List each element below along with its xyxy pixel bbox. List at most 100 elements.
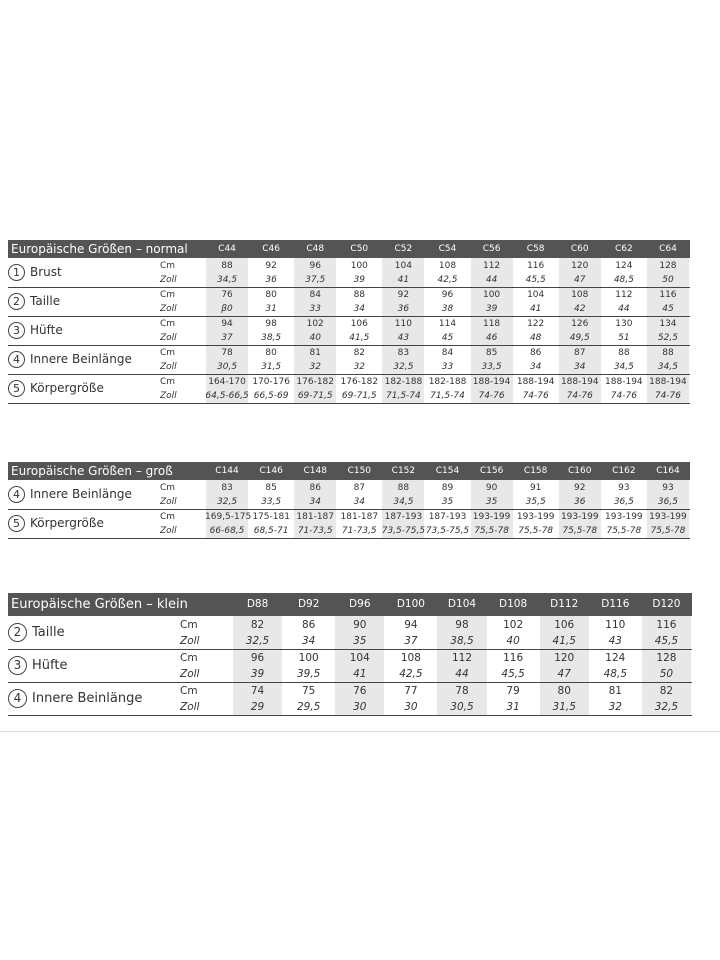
zoll-value: 41 bbox=[529, 303, 542, 314]
column-header: C146 bbox=[259, 466, 283, 476]
zoll-value: 35,5 bbox=[525, 496, 546, 507]
unit-label: Cm bbox=[160, 319, 176, 329]
cm-value: 124 bbox=[605, 652, 626, 664]
zoll-value: 46 bbox=[485, 332, 498, 343]
row-separator bbox=[8, 509, 690, 510]
zoll-value: 36 bbox=[265, 274, 277, 285]
zoll-value: 40 bbox=[506, 634, 520, 647]
column-header: C162 bbox=[612, 466, 636, 476]
cm-value: 102 bbox=[503, 619, 524, 631]
column-header: C52 bbox=[394, 244, 413, 254]
cm-value: 114 bbox=[438, 319, 457, 329]
zoll-value: 30 bbox=[404, 700, 418, 713]
unit-label: Zoll bbox=[160, 525, 177, 536]
zoll-value: 47 bbox=[557, 667, 571, 680]
cm-value: 88 bbox=[397, 483, 410, 493]
zoll-value: 71-73,5 bbox=[297, 525, 333, 536]
column-header: C62 bbox=[614, 244, 633, 254]
column-shade bbox=[294, 258, 337, 403]
cm-value: 76 bbox=[221, 290, 233, 300]
cm-value: 116 bbox=[503, 652, 524, 664]
zoll-value: 36 bbox=[397, 303, 410, 314]
column-header: C48 bbox=[306, 244, 325, 254]
row-number: 2 bbox=[8, 623, 27, 642]
cm-value: 188-194 bbox=[649, 377, 687, 387]
zoll-value: 41,5 bbox=[552, 634, 576, 647]
row-label: Hüfte bbox=[32, 658, 68, 673]
column-shade bbox=[539, 616, 589, 715]
cm-value: 181-187 bbox=[296, 512, 335, 522]
column-header: C156 bbox=[479, 466, 504, 476]
zoll-value: 32 bbox=[309, 361, 321, 372]
row-number: 1 bbox=[8, 264, 25, 281]
zoll-value: 35 bbox=[353, 634, 367, 647]
row-separator bbox=[8, 316, 690, 317]
cm-value: 94 bbox=[404, 619, 418, 631]
zoll-value: 42,5 bbox=[399, 667, 423, 680]
cm-value: 77 bbox=[404, 685, 418, 697]
cm-value: 193-199 bbox=[605, 512, 643, 522]
zoll-value: 34 bbox=[301, 634, 316, 647]
zoll-value: 34 bbox=[309, 496, 321, 507]
unit-label: Cm bbox=[160, 348, 176, 358]
row-label: Körpergröße bbox=[30, 516, 104, 530]
zoll-value: 38,5 bbox=[261, 332, 282, 343]
cm-value: 93 bbox=[662, 483, 674, 493]
row-label: Hüfte bbox=[30, 323, 63, 337]
zoll-value: 74-76 bbox=[522, 390, 549, 401]
cm-value: 86 bbox=[309, 483, 321, 493]
zoll-value: 32,5 bbox=[654, 700, 679, 713]
column-header: C150 bbox=[347, 466, 372, 476]
cm-value: 87 bbox=[353, 483, 366, 493]
cm-value: 112 bbox=[615, 290, 633, 300]
cm-value: 86 bbox=[529, 348, 542, 358]
cm-value: 116 bbox=[527, 261, 545, 271]
zoll-value: 30,5 bbox=[217, 361, 238, 372]
unit-label: Cm bbox=[180, 652, 198, 664]
zoll-value: 39 bbox=[485, 303, 498, 314]
row-label: Körpergröße bbox=[30, 381, 104, 395]
zoll-value: 32 bbox=[353, 361, 366, 372]
zoll-value: 32,5 bbox=[245, 634, 270, 647]
zoll-value: 33,5 bbox=[481, 361, 502, 372]
cm-value: 176-182 bbox=[340, 377, 379, 387]
zoll-value: 41 bbox=[397, 274, 410, 285]
cm-value: 98 bbox=[265, 319, 277, 329]
unit-label: Zoll bbox=[160, 390, 177, 401]
cm-value: 79 bbox=[506, 685, 520, 697]
zoll-value: 71,5-74 bbox=[386, 390, 421, 401]
cm-value: 188-194 bbox=[560, 377, 599, 387]
cm-value: 75 bbox=[301, 685, 316, 697]
cm-value: 86 bbox=[301, 619, 316, 631]
column-header: C164 bbox=[656, 466, 680, 476]
unit-label: Cm bbox=[160, 261, 176, 271]
cm-value: 108 bbox=[400, 652, 421, 664]
zoll-value: 42 bbox=[574, 303, 586, 314]
column-shade bbox=[558, 258, 601, 403]
cm-value: 94 bbox=[221, 319, 233, 329]
zoll-value: 31 bbox=[265, 303, 277, 314]
zoll-value: 74-76 bbox=[610, 390, 637, 401]
column-shade bbox=[641, 616, 691, 715]
cm-value: 88 bbox=[618, 348, 630, 358]
unit-label: Zoll bbox=[160, 303, 177, 314]
cm-value: 80 bbox=[557, 685, 571, 697]
cm-value: 116 bbox=[656, 619, 677, 631]
row-separator bbox=[8, 287, 690, 288]
cm-value: 104 bbox=[349, 652, 370, 664]
cm-value: 104 bbox=[527, 290, 545, 300]
zoll-value: 44 bbox=[618, 303, 630, 314]
cm-value: 110 bbox=[605, 619, 626, 631]
cm-value: 84 bbox=[309, 290, 321, 300]
cm-value: 176-182 bbox=[296, 377, 335, 387]
column-header: C58 bbox=[526, 244, 545, 254]
zoll-value: 36,5 bbox=[613, 496, 634, 507]
cm-value: 88 bbox=[662, 348, 674, 358]
column-header: C148 bbox=[303, 466, 327, 476]
column-header: C154 bbox=[435, 466, 460, 476]
column-header: D108 bbox=[499, 598, 528, 610]
column-header: C46 bbox=[262, 244, 280, 254]
divider bbox=[0, 731, 720, 732]
cm-value: 78 bbox=[221, 348, 233, 358]
